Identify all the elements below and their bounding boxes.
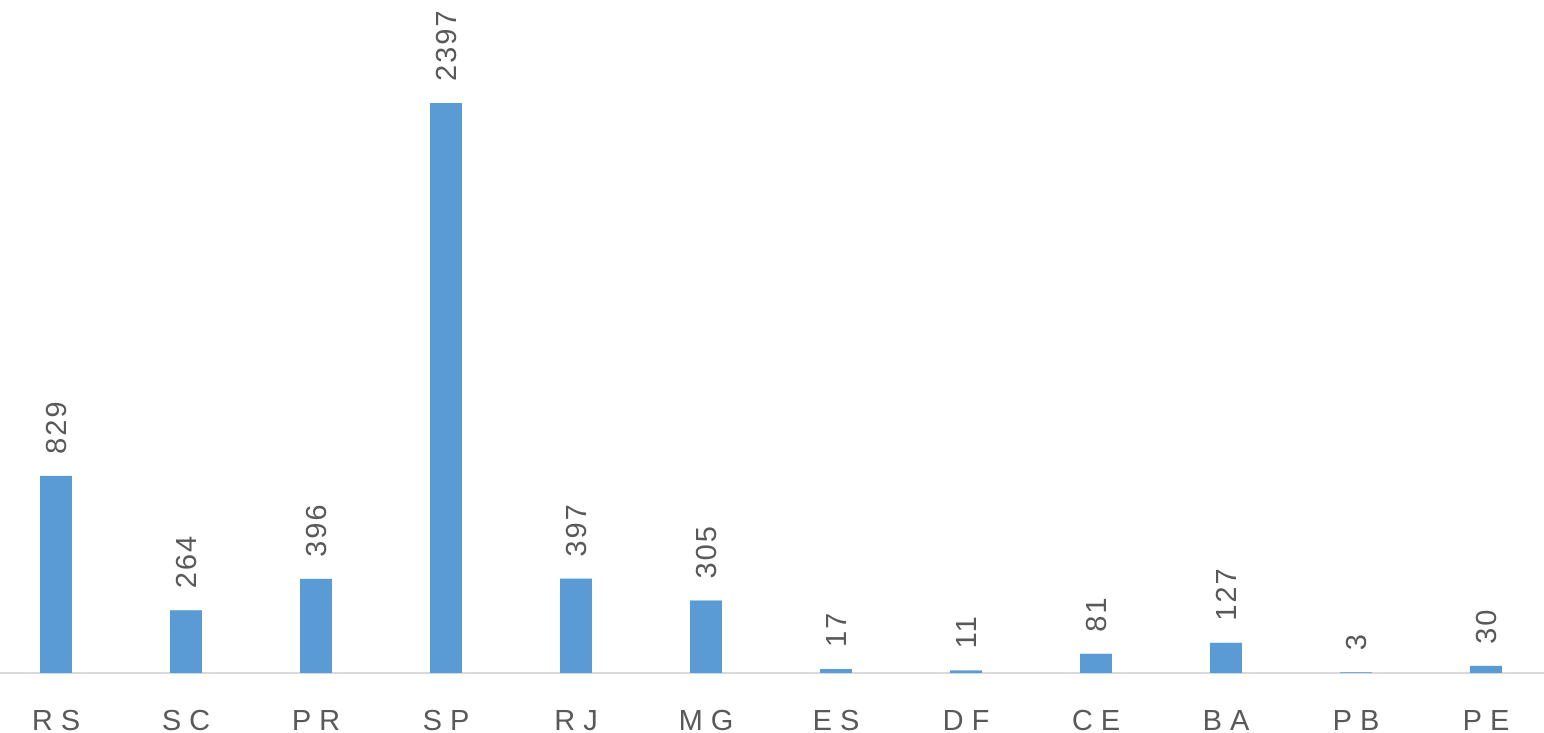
bar [1340, 672, 1372, 673]
x-tick-label: PE [1463, 705, 1518, 733]
data-label: 127 [1211, 566, 1243, 620]
x-tick-label: SC [162, 705, 218, 733]
x-tick-label: CE [1072, 705, 1128, 733]
x-tick-label: PR [292, 705, 348, 733]
bar [1080, 653, 1112, 673]
data-label: 829 [41, 399, 73, 453]
x-tick-label: PB [1333, 705, 1388, 733]
bar [560, 578, 592, 673]
bar [950, 670, 982, 673]
data-label: 305 [691, 524, 723, 578]
x-tick-label: ES [813, 705, 868, 733]
data-label: 17 [821, 611, 853, 647]
bar [1470, 665, 1502, 673]
x-tick-label: DF [943, 705, 998, 733]
data-label: 30 [1471, 608, 1503, 644]
bar [40, 475, 72, 673]
data-label: 2397 [431, 8, 463, 81]
data-label: 396 [301, 502, 333, 556]
bar [430, 103, 462, 673]
x-tick-label: MG [679, 705, 742, 733]
x-tick-label: RS [32, 705, 88, 733]
bar [690, 600, 722, 673]
x-tick-label: RJ [554, 705, 605, 733]
bar [170, 610, 202, 673]
bar [1210, 642, 1242, 673]
data-label: 3 [1341, 632, 1373, 650]
data-label: 81 [1081, 595, 1113, 631]
x-tick-label: BA [1203, 705, 1258, 733]
x-tick-label: SP [423, 705, 478, 733]
bar [820, 668, 852, 673]
data-label: 11 [951, 614, 983, 648]
bar [300, 578, 332, 673]
data-label: 397 [561, 502, 593, 556]
data-label: 264 [171, 534, 203, 588]
